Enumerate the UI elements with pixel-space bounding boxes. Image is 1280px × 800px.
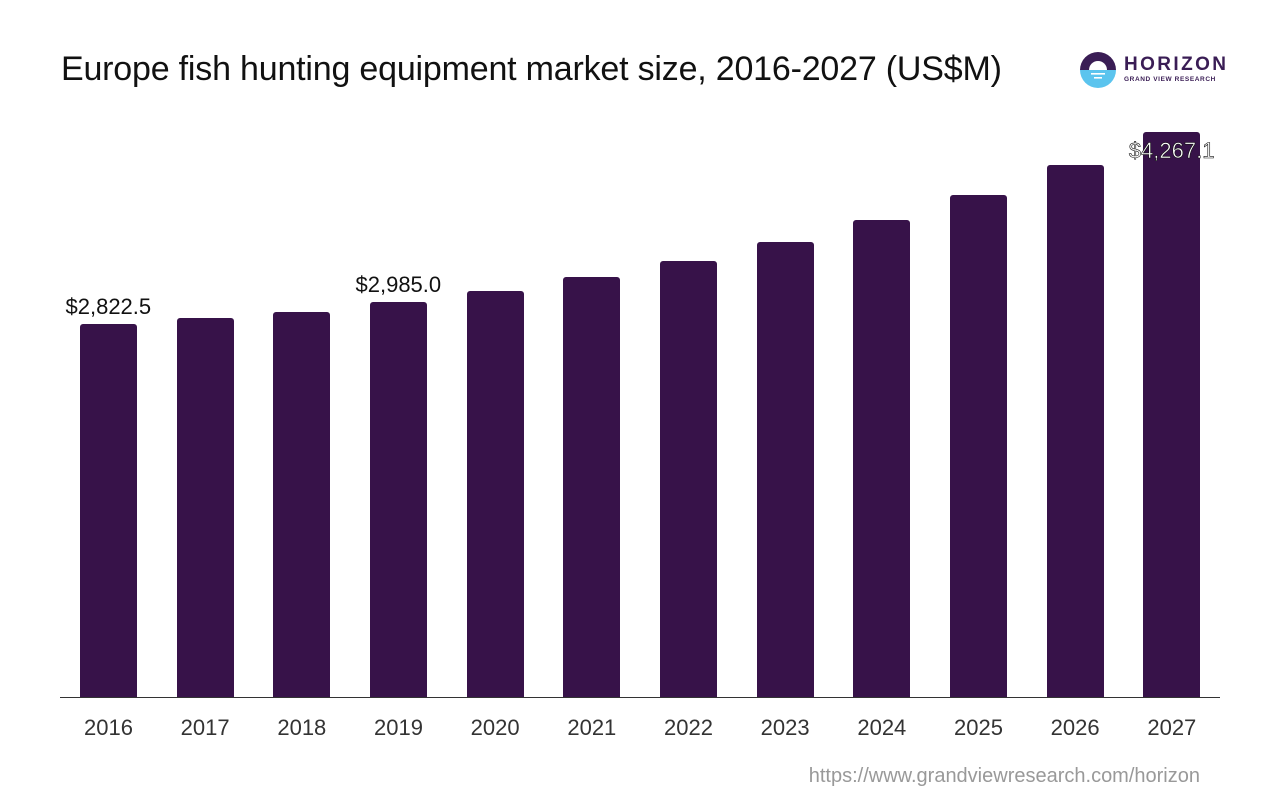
x-tick-2021: 2021 xyxy=(567,715,617,740)
plot-area xyxy=(60,100,1220,698)
x-tick-2025: 2025 xyxy=(954,715,1003,740)
bar-2027[interactable] xyxy=(1143,132,1201,698)
logo-name: HORIZON xyxy=(1124,54,1229,75)
source-url[interactable]: https://www.grandviewresearch.com/horizo… xyxy=(808,765,1200,787)
x-tick-2020: 2020 xyxy=(470,715,520,740)
bar-2019[interactable] xyxy=(369,302,427,698)
x-tick-2017: 2017 xyxy=(180,715,230,740)
data-label-2016: $2,822.5 xyxy=(65,293,152,319)
x-tick-2026: 2026 xyxy=(1050,715,1100,740)
bar-2024[interactable] xyxy=(853,219,911,698)
x-tick-2016: 2016 xyxy=(84,715,133,740)
x-axis-line xyxy=(60,697,1220,698)
horizon-sun-icon xyxy=(1080,52,1116,88)
bar-2020[interactable] xyxy=(466,290,524,698)
horizon-logo: HORIZON GRAND VIEW RESEARCH xyxy=(1080,52,1229,90)
x-tick-2027: 2027 xyxy=(1147,715,1197,740)
logo-subtitle: GRAND VIEW RESEARCH xyxy=(1124,76,1216,83)
x-tick-2022: 2022 xyxy=(664,715,713,740)
data-label-2019: $2,985.0 xyxy=(355,272,442,298)
bar-2026[interactable] xyxy=(1046,165,1104,698)
bar-2018[interactable] xyxy=(273,311,331,698)
x-tick-2019: 2019 xyxy=(374,715,423,740)
bar-2016[interactable] xyxy=(79,323,137,698)
x-tick-2024: 2024 xyxy=(857,715,907,740)
bar-2017[interactable] xyxy=(176,317,234,698)
bar-2021[interactable] xyxy=(563,276,621,698)
x-tick-2018: 2018 xyxy=(277,715,327,740)
bar-2022[interactable] xyxy=(659,260,717,698)
bar-2023[interactable] xyxy=(756,241,814,698)
x-tick-2023: 2023 xyxy=(760,715,810,740)
bar-2025[interactable] xyxy=(949,194,1007,698)
data-label-2027: $4,267.1 xyxy=(1128,138,1215,164)
chart-title: Europe fish hunting equipment market siz… xyxy=(61,50,1002,88)
